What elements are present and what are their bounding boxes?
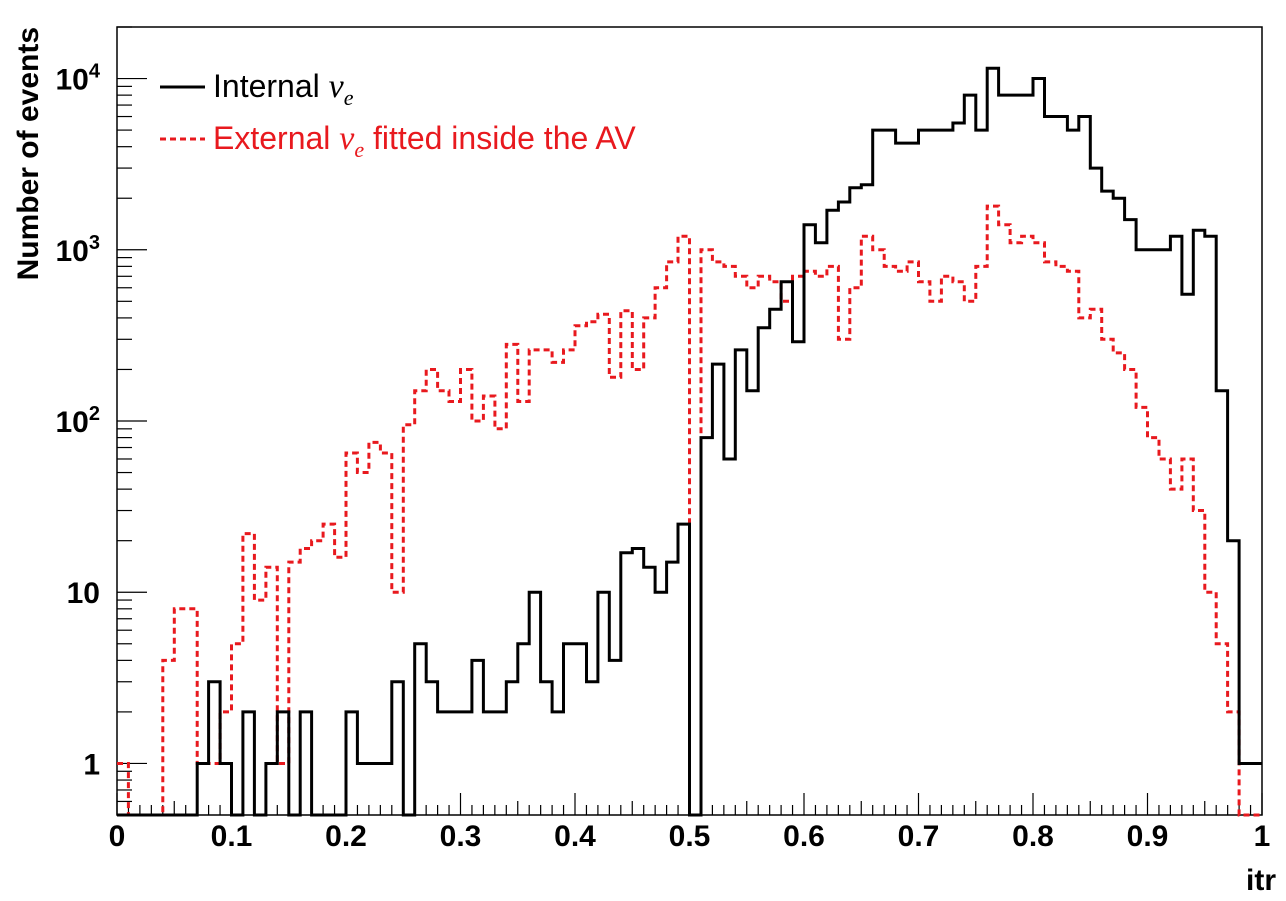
y-tick-label: 104 [56, 61, 101, 97]
x-tick-label: 0.4 [554, 820, 596, 853]
x-tick-label: 0.8 [1012, 820, 1054, 853]
x-axis-title: itr [1246, 864, 1276, 897]
y-axis: 1 10 102 103 104 [56, 26, 147, 816]
x-tick-label: 0 [109, 820, 126, 853]
legend-label: External νe fitted inside the AV [213, 120, 636, 162]
series-internal-line [117, 66, 1262, 817]
x-tick-label: 1 [1254, 820, 1271, 853]
x-tick-label: 0.1 [211, 820, 253, 853]
legend-entry-external: External νe fitted inside the AV [160, 120, 636, 162]
y-tick-label: 103 [56, 232, 101, 268]
x-tick-label: 0.5 [669, 820, 711, 853]
y-tick-label: 10 [67, 577, 100, 610]
y-tick-label: 1 [83, 748, 100, 781]
x-tick-label: 0.2 [325, 820, 367, 853]
y-tick-label: 102 [56, 403, 101, 439]
x-tick-label: 0.3 [440, 820, 482, 853]
legend-label: Internal νe [213, 68, 354, 110]
x-tick-label: 0.7 [898, 820, 940, 853]
x-tick-label: 0.6 [783, 820, 825, 853]
x-tick-label: 0.9 [1127, 820, 1169, 853]
y-axis-title: Number of events [12, 27, 45, 280]
legend: Internal νe External νe fitted inside the… [160, 68, 636, 162]
legend-entry-internal: Internal νe [160, 68, 354, 110]
x-axis: 0 0.1 0.2 0.3 0.4 0.5 0.6 0.7 0.8 0.9 1 [109, 793, 1271, 853]
